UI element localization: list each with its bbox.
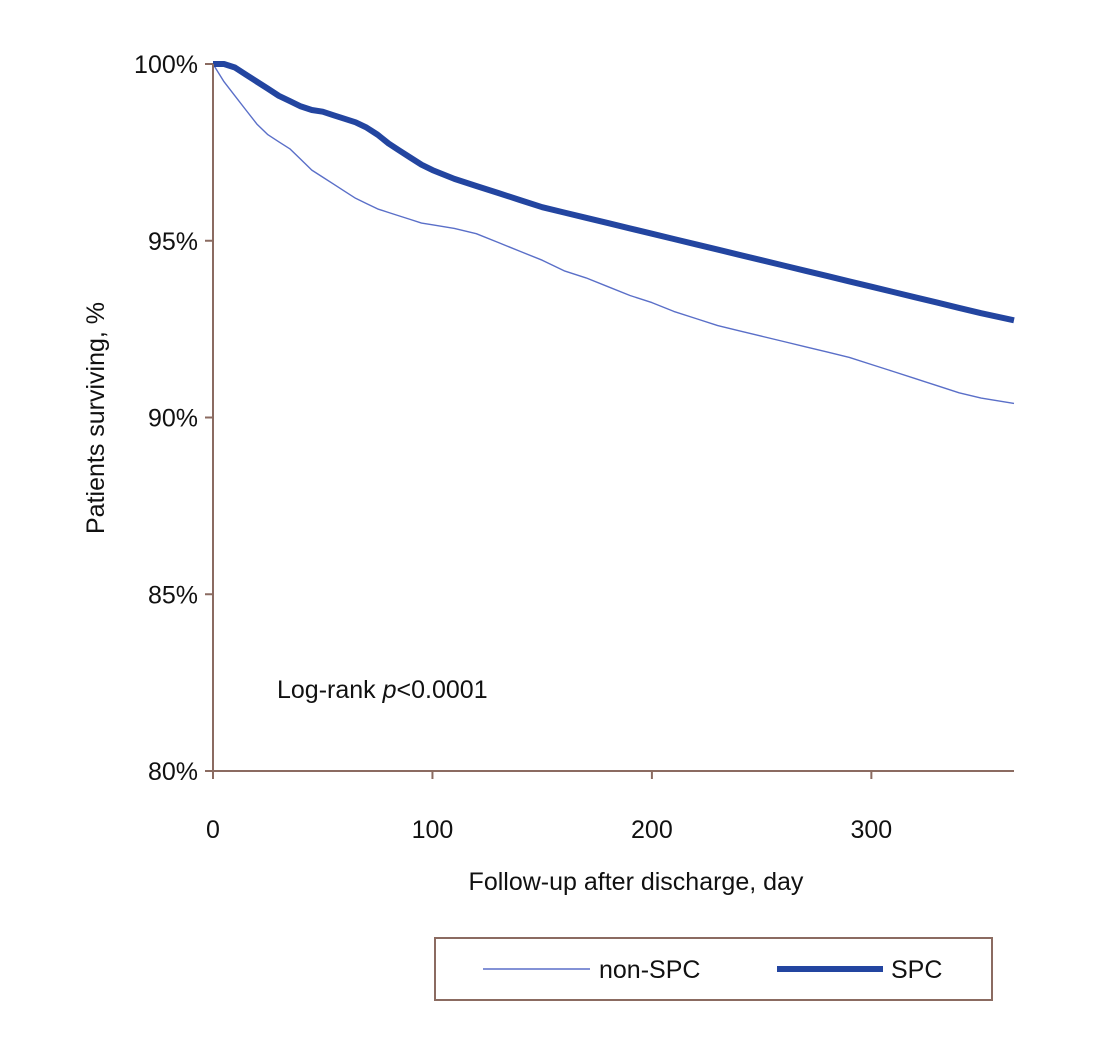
x-tick-label: 0 bbox=[206, 816, 220, 844]
series-line-spc bbox=[213, 61, 1015, 324]
legend-label-non-spc: non-SPC bbox=[599, 956, 700, 984]
y-tick-label: 100% bbox=[134, 51, 198, 79]
annotation-value: <0.0001 bbox=[397, 676, 488, 704]
y-tick-label: 80% bbox=[148, 758, 198, 786]
y-tick-label: 90% bbox=[148, 405, 198, 433]
log-rank-annotation: Log-rank p<0.0001 bbox=[277, 676, 488, 704]
x-tick-label: 200 bbox=[631, 816, 673, 844]
x-tick-layer: 0 100 200 300 bbox=[206, 771, 892, 844]
axes-layer bbox=[212, 64, 1014, 772]
x-tick-label: 300 bbox=[850, 816, 892, 844]
y-tick-label: 95% bbox=[148, 228, 198, 256]
annotation-p: p bbox=[382, 676, 397, 704]
series-line-non-spc bbox=[212, 63, 1015, 405]
x-tick-label: 100 bbox=[412, 816, 454, 844]
y-tick-layer: 80% 85% 90% 95% 100% bbox=[134, 51, 213, 786]
legend: non-SPC SPC bbox=[434, 937, 993, 1001]
y-axis-title: Patients surviving, % bbox=[82, 302, 110, 534]
legend-label-spc: SPC bbox=[891, 956, 942, 984]
x-axis-title: Follow-up after discharge, day bbox=[469, 868, 804, 896]
series-layer bbox=[212, 61, 1015, 405]
y-tick-label: 85% bbox=[148, 581, 198, 609]
annotation-prefix: Log-rank bbox=[277, 676, 383, 704]
